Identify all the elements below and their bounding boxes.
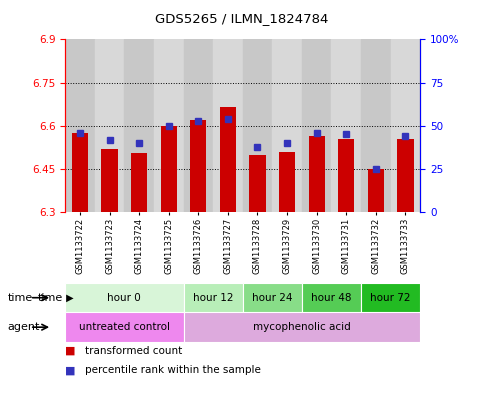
Bar [302,283,361,312]
Bar [361,39,391,212]
Bar [391,39,420,212]
Bar [101,149,118,212]
Bar [190,120,206,212]
Bar [184,312,420,342]
Text: hour 0: hour 0 [108,293,141,303]
Bar [65,283,184,312]
Bar [242,283,302,312]
Text: ■: ■ [65,346,79,356]
Bar [338,139,355,212]
Text: hour 72: hour 72 [370,293,411,303]
Text: transformed count: transformed count [85,346,182,356]
Bar [220,107,236,212]
Bar [154,39,184,212]
Bar [95,39,125,212]
Bar [125,39,154,212]
Text: hour 48: hour 48 [311,293,352,303]
Bar [65,312,184,342]
Bar [361,283,420,312]
Text: time: time [38,293,63,303]
Text: GDS5265 / ILMN_1824784: GDS5265 / ILMN_1824784 [155,12,328,25]
Bar [398,139,413,212]
Text: time: time [8,293,33,303]
Bar [272,39,302,212]
Text: ■: ■ [65,365,79,375]
Bar [65,39,95,212]
Text: percentile rank within the sample: percentile rank within the sample [85,365,260,375]
Bar [184,283,242,312]
Bar [331,39,361,212]
Bar [184,39,213,212]
Bar [368,169,384,212]
Bar [161,126,177,212]
Text: mycophenolic acid: mycophenolic acid [253,322,351,332]
Text: hour 12: hour 12 [193,293,233,303]
Bar [309,136,325,212]
Bar [249,154,266,212]
Text: untreated control: untreated control [79,322,170,332]
Bar [279,152,295,212]
Text: hour 24: hour 24 [252,293,293,303]
Bar [213,39,243,212]
Bar [72,133,88,212]
Bar [302,39,331,212]
Text: agent: agent [8,322,40,332]
Text: ▶: ▶ [63,293,73,303]
Bar [243,39,272,212]
Bar [131,153,147,212]
